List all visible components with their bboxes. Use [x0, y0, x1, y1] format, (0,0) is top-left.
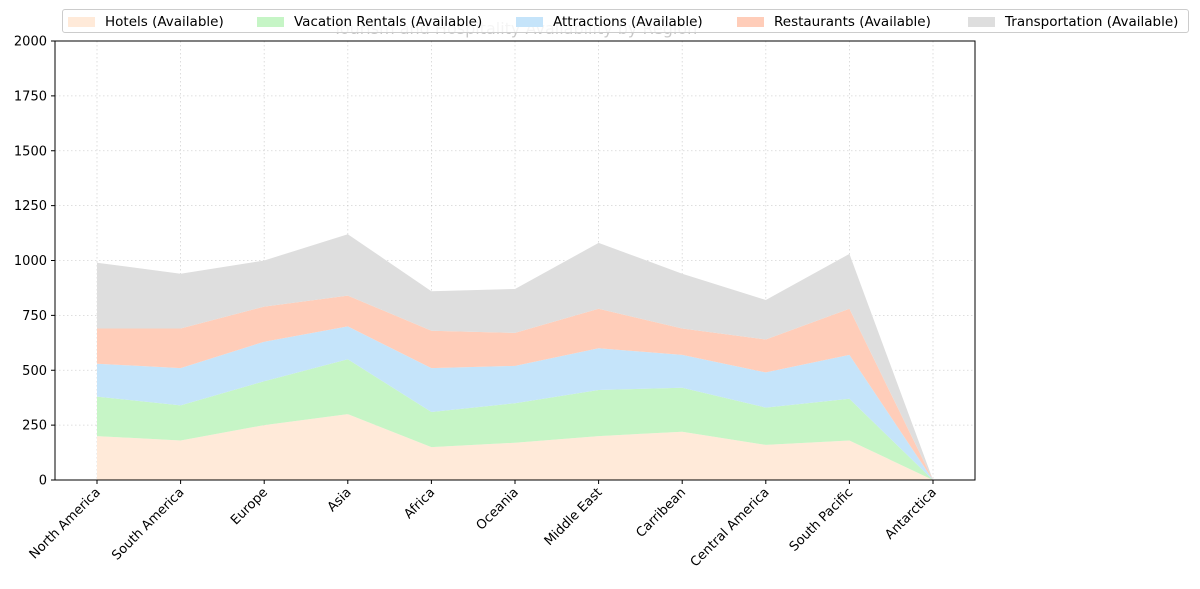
legend-label: Vacation Rentals (Available) — [294, 14, 483, 30]
x-tick-label: South America — [109, 485, 187, 563]
x-tick-label: Central America — [688, 485, 773, 570]
legend-swatch — [516, 17, 543, 27]
legend: Hotels (Available) Vacation Rentals (Avai… — [62, 9, 1189, 33]
y-tick-label: 250 — [22, 419, 47, 434]
x-tick-label: Europe — [228, 485, 271, 528]
y-tick-label: 0 — [39, 474, 47, 489]
y-tick-label: 1500 — [14, 144, 47, 159]
area-series-5 — [97, 234, 933, 480]
legend-item: Transportation (Available) — [968, 14, 1178, 30]
legend-swatch — [68, 17, 95, 27]
x-tick-label: Africa — [401, 485, 438, 522]
legend-swatch — [968, 17, 995, 27]
legend-label: Hotels (Available) — [105, 14, 224, 30]
legend-item: Vacation Rentals (Available) — [257, 14, 482, 30]
area-series-4 — [97, 295, 933, 480]
y-tick-label: 1750 — [14, 89, 47, 104]
area-series-3 — [97, 326, 933, 480]
area-series — [97, 234, 933, 480]
x-tick-label: Oceania — [474, 485, 522, 533]
legend-swatch — [737, 17, 764, 27]
y-tick-label: 500 — [22, 364, 47, 379]
y-axis: 0 250 500 750 1000 1250 1500 1750 2000 — [14, 35, 55, 489]
legend-swatch — [257, 17, 284, 27]
legend-item: Restaurants (Available) — [737, 14, 931, 30]
y-tick-label: 1000 — [14, 254, 47, 269]
x-tick-label: Antarctica — [882, 485, 939, 542]
y-tick-label: 1250 — [14, 199, 47, 214]
legend-label: Transportation (Available) — [1005, 14, 1179, 30]
x-tick-label: Asia — [325, 485, 355, 515]
x-axis: North America South America Europe Asia Afri… — [27, 480, 940, 570]
y-tick-label: 750 — [22, 309, 47, 324]
legend-label: Attractions (Available) — [553, 14, 703, 30]
area-series-1 — [97, 414, 933, 480]
y-tick-label: 2000 — [14, 35, 47, 50]
legend-label: Restaurants (Available) — [774, 14, 931, 30]
x-tick-label: South Pacific — [787, 485, 856, 554]
x-tick-label: Carribean — [633, 485, 689, 541]
legend-item: Attractions (Available) — [516, 14, 703, 30]
x-tick-label: Middle East — [542, 485, 606, 549]
x-tick-label: North America — [27, 485, 104, 562]
legend-item: Hotels (Available) — [68, 14, 224, 30]
area-series-2 — [97, 359, 933, 480]
